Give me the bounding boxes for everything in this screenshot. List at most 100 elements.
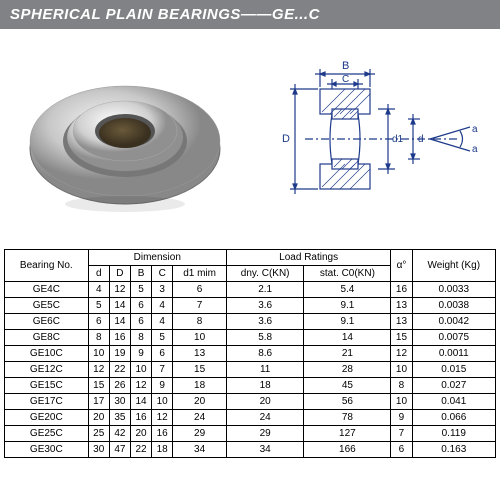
table-cell: 18 [173,378,227,394]
th-stat: stat. C0(KN) [304,266,391,282]
table-cell: 17 [88,394,109,410]
table-cell: 8 [391,378,412,394]
table-cell: 22 [130,442,151,458]
table-row: GE12C1222107151128100.015 [5,362,496,378]
table-row: GE6C6146483.69.1130.0042 [5,314,496,330]
th-weight: Weight (Kg) [412,250,495,282]
table-cell: 6 [173,282,227,298]
table-cell: 7 [391,426,412,442]
table-cell: 20 [88,410,109,426]
table-cell: 12 [130,378,151,394]
table-cell: 8 [88,330,109,346]
table-cell: GE12C [5,362,89,378]
table-row: GE17C17301410202056100.041 [5,394,496,410]
table-cell: 3.6 [226,298,304,314]
table-cell: 3.6 [226,314,304,330]
table-cell: 7 [173,298,227,314]
table-cell: 7 [152,362,173,378]
table-cell: 4 [152,298,173,314]
table-cell: 30 [109,394,130,410]
table-row: GE30C30472218343416660.163 [5,442,496,458]
table-cell: 16 [130,410,151,426]
table-cell: 16 [109,330,130,346]
table-cell: 18 [226,378,304,394]
table-cell: 29 [173,426,227,442]
table-cell: 6 [152,346,173,362]
table-cell: 166 [304,442,391,458]
label-a2: a [472,144,478,155]
table-cell: 47 [109,442,130,458]
table-cell: 20 [173,394,227,410]
table-cell: 9 [391,410,412,426]
table-cell: 13 [391,298,412,314]
table-cell: 8 [173,314,227,330]
table-cell: 9.1 [304,298,391,314]
table-row: GE25C25422016292912770.119 [5,426,496,442]
label-d1: d1 [392,134,404,145]
bearing-photo [0,29,250,249]
table-cell: 24 [173,410,227,426]
table-cell: 21 [304,346,391,362]
table-cell: 15 [173,362,227,378]
th-dny: dny. C(KN) [226,266,304,282]
table-cell: 0.0033 [412,282,495,298]
table-cell: 26 [109,378,130,394]
table-cell: 29 [226,426,304,442]
table-cell: 10 [391,362,412,378]
th-bearing-no: Bearing No. [5,250,89,282]
table-cell: 0.163 [412,442,495,458]
table-cell: 3 [152,282,173,298]
table-cell: 12 [391,346,412,362]
table-cell: 9.1 [304,314,391,330]
label-C: C [342,74,349,85]
cross-section-svg: B C D d1 d [260,39,490,239]
table-cell: GE8C [5,330,89,346]
table-cell: GE15C [5,378,89,394]
table-cell: 24 [226,410,304,426]
table-cell: 5.8 [226,330,304,346]
table-cell: 6 [391,442,412,458]
table-cell: 0.0038 [412,298,495,314]
table-row: GE15C152612918184580.027 [5,378,496,394]
table-cell: 56 [304,394,391,410]
th-alpha: α° [391,250,412,282]
th-load: Load Ratings [226,250,390,266]
table-cell: 16 [152,426,173,442]
table-cell: 28 [304,362,391,378]
table-cell: 6 [130,314,151,330]
table-cell: 12 [152,410,173,426]
table-cell: 0.0042 [412,314,495,330]
label-d: d [418,134,424,145]
th-D: D [109,266,130,282]
table-cell: 9 [152,378,173,394]
table-cell: GE6C [5,314,89,330]
content-area: B C D d1 d [0,29,500,249]
table-cell: 14 [109,298,130,314]
table-cell: 16 [391,282,412,298]
table-cell: 12 [109,282,130,298]
table-cell: 34 [226,442,304,458]
table-cell: 15 [391,330,412,346]
th-C: C [152,266,173,282]
table-cell: 0.0011 [412,346,495,362]
page-header: SPHERICAL PLAIN BEARINGS——GE...C [0,0,500,29]
th-d1: d1 mim [173,266,227,282]
table-cell: 2.1 [226,282,304,298]
table-cell: 0.015 [412,362,495,378]
th-B: B [130,266,151,282]
table-body: GE4C4125362.15.4160.0033GE5C5146473.69.1… [5,282,496,458]
table-cell: GE30C [5,442,89,458]
table-cell: 4 [152,314,173,330]
table-cell: 12 [88,362,109,378]
table-cell: GE10C [5,346,89,362]
table-row: GE8C81685105.814150.0075 [5,330,496,346]
table-cell: 0.066 [412,410,495,426]
table-cell: 9 [130,346,151,362]
table-cell: 0.027 [412,378,495,394]
table-cell: 20 [130,426,151,442]
table-cell: 5.4 [304,282,391,298]
table-cell: 10 [152,394,173,410]
table-row: GE5C5146473.69.1130.0038 [5,298,496,314]
table-cell: 15 [88,378,109,394]
table-cell: 14 [304,330,391,346]
